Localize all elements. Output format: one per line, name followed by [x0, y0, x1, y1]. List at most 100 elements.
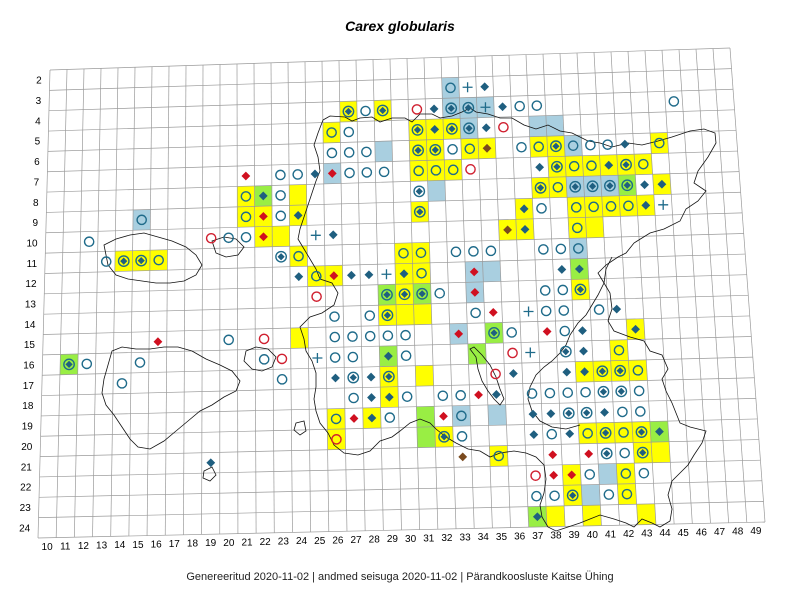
x-tick-label: 22	[260, 537, 272, 548]
cell-fill-yellow	[327, 428, 346, 450]
grid-line-vertical	[389, 58, 402, 531]
occurrence-diamond-blue	[655, 427, 664, 437]
cell-fill-yellow	[616, 463, 636, 485]
occurrence-diamond-inner	[571, 183, 579, 191]
occurrence-circle	[430, 165, 442, 176]
cell-fill-yellow	[568, 217, 587, 239]
cell-fill-yellow	[412, 262, 431, 284]
occurrence-circle	[603, 489, 615, 500]
cell-fill-yellow	[584, 196, 603, 218]
occurrence-circle	[617, 406, 628, 418]
y-tick-label: 21	[21, 462, 33, 473]
grid-line-horizontal	[41, 377, 755, 396]
occurrence-diamond-blue	[491, 390, 501, 399]
grid-line-horizontal	[45, 212, 743, 234]
occurrence-circle	[555, 243, 567, 255]
x-tick-label: 16	[151, 539, 163, 550]
grid-line-vertical	[423, 57, 439, 530]
y-tick-label: 12	[25, 279, 37, 290]
cell-fill-yellow	[489, 445, 509, 467]
cell-fill-yellow	[272, 225, 290, 247]
occurrence-diamond-inner	[583, 409, 591, 417]
occurrence-diamond-blue	[580, 367, 589, 377]
x-tick-label: 38	[550, 531, 562, 542]
cell-fill-yellow	[307, 265, 326, 287]
occurrence-plus	[523, 306, 534, 317]
x-tick-label: 41	[605, 529, 617, 540]
grid-line-vertical	[236, 63, 239, 534]
x-tick-label: 23	[278, 537, 290, 548]
occurrence-circle	[586, 160, 597, 172]
grid-line-vertical	[270, 62, 275, 533]
cell-fill-yellow	[237, 185, 255, 207]
vormsi-coastline	[211, 236, 245, 258]
occurrence-circle-red	[311, 291, 322, 302]
occurrence-diamond-blue	[258, 191, 268, 201]
occurrence-circle-diamond	[488, 327, 500, 339]
occurrence-circle	[384, 412, 396, 423]
occurrence-circle-diamond	[534, 181, 547, 194]
hiiumaa-coastline	[103, 232, 203, 284]
occurrence-circle	[330, 413, 342, 425]
grid-line-vertical	[74, 68, 85, 538]
occurrence-diamond-inner	[562, 348, 570, 356]
x-tick-label: 46	[696, 527, 708, 538]
occurrence-circle-diamond	[376, 104, 389, 117]
x-tick-label: 26	[332, 535, 344, 546]
cell-fill-yellow	[582, 155, 601, 177]
x-tick-label: 12	[78, 541, 90, 552]
occurrence-circle	[526, 388, 538, 399]
occurrence-diamond-blue	[557, 265, 567, 274]
occurrence-diamond-red	[474, 390, 483, 400]
occurrence-circle	[623, 200, 634, 212]
occurrence-diamond-red	[488, 308, 498, 317]
occurrence-circle	[619, 447, 631, 459]
occurrence-circle-diamond	[429, 143, 442, 156]
occurrence-diamond-blue	[579, 346, 588, 356]
grid-line-vertical	[406, 58, 421, 530]
cell-fill-yellow	[322, 122, 341, 144]
grid-line-vertical	[559, 53, 584, 527]
occurrence-circle-diamond	[412, 144, 424, 157]
occurrence-plus	[310, 230, 321, 241]
occurrence-diamond-brown	[503, 225, 512, 235]
occurrence-diamond-blue	[620, 139, 630, 149]
grid-line-vertical	[355, 60, 366, 531]
occurrence-circle	[364, 310, 376, 321]
cell-fill-yellow	[567, 196, 586, 218]
occurrence-circle	[276, 374, 288, 385]
occurrence-diamond-blue	[328, 230, 338, 240]
y-tick-label: 11	[27, 259, 38, 270]
grid-layer	[37, 47, 766, 539]
occurrence-circle-diamond	[580, 406, 593, 419]
y-tick-label: 20	[21, 442, 33, 453]
occurrence-circle	[585, 139, 596, 151]
kihnu-coastline	[293, 420, 307, 436]
occurrence-circle-diamond	[586, 180, 599, 193]
occurrence-diamond-inner	[465, 124, 473, 132]
occurrence-circle	[413, 165, 424, 177]
occurrence-diamond-blue	[366, 372, 376, 382]
cell-fill-blue	[427, 180, 446, 202]
occurrence-diamond-blue	[532, 512, 542, 522]
occurrence-diamond-red	[548, 450, 558, 460]
grid-line-vertical	[525, 54, 548, 527]
occurrence-diamond-blue	[364, 270, 374, 280]
occurrence-diamond-blue	[562, 367, 572, 377]
y-tick-label: 16	[23, 361, 35, 372]
occurrence-circle	[382, 330, 394, 341]
grid-line-horizontal	[42, 356, 753, 376]
occurrence-circle	[654, 137, 665, 149]
occurrence-circle	[240, 231, 252, 243]
occurrence-diamond-red	[470, 287, 480, 297]
occurrence-circle	[223, 232, 234, 244]
occurrence-diamond-red	[329, 271, 339, 281]
x-tick-label: 29	[387, 534, 399, 545]
occurrence-circle	[633, 385, 645, 397]
occurrence-circle	[347, 331, 358, 342]
x-tick-label: 14	[114, 540, 126, 551]
occurrence-circle	[531, 100, 543, 111]
occurrence-diamond-red	[542, 327, 552, 336]
occurrence-diamond-red	[349, 414, 359, 423]
occurrence-circle-diamond	[347, 371, 360, 384]
